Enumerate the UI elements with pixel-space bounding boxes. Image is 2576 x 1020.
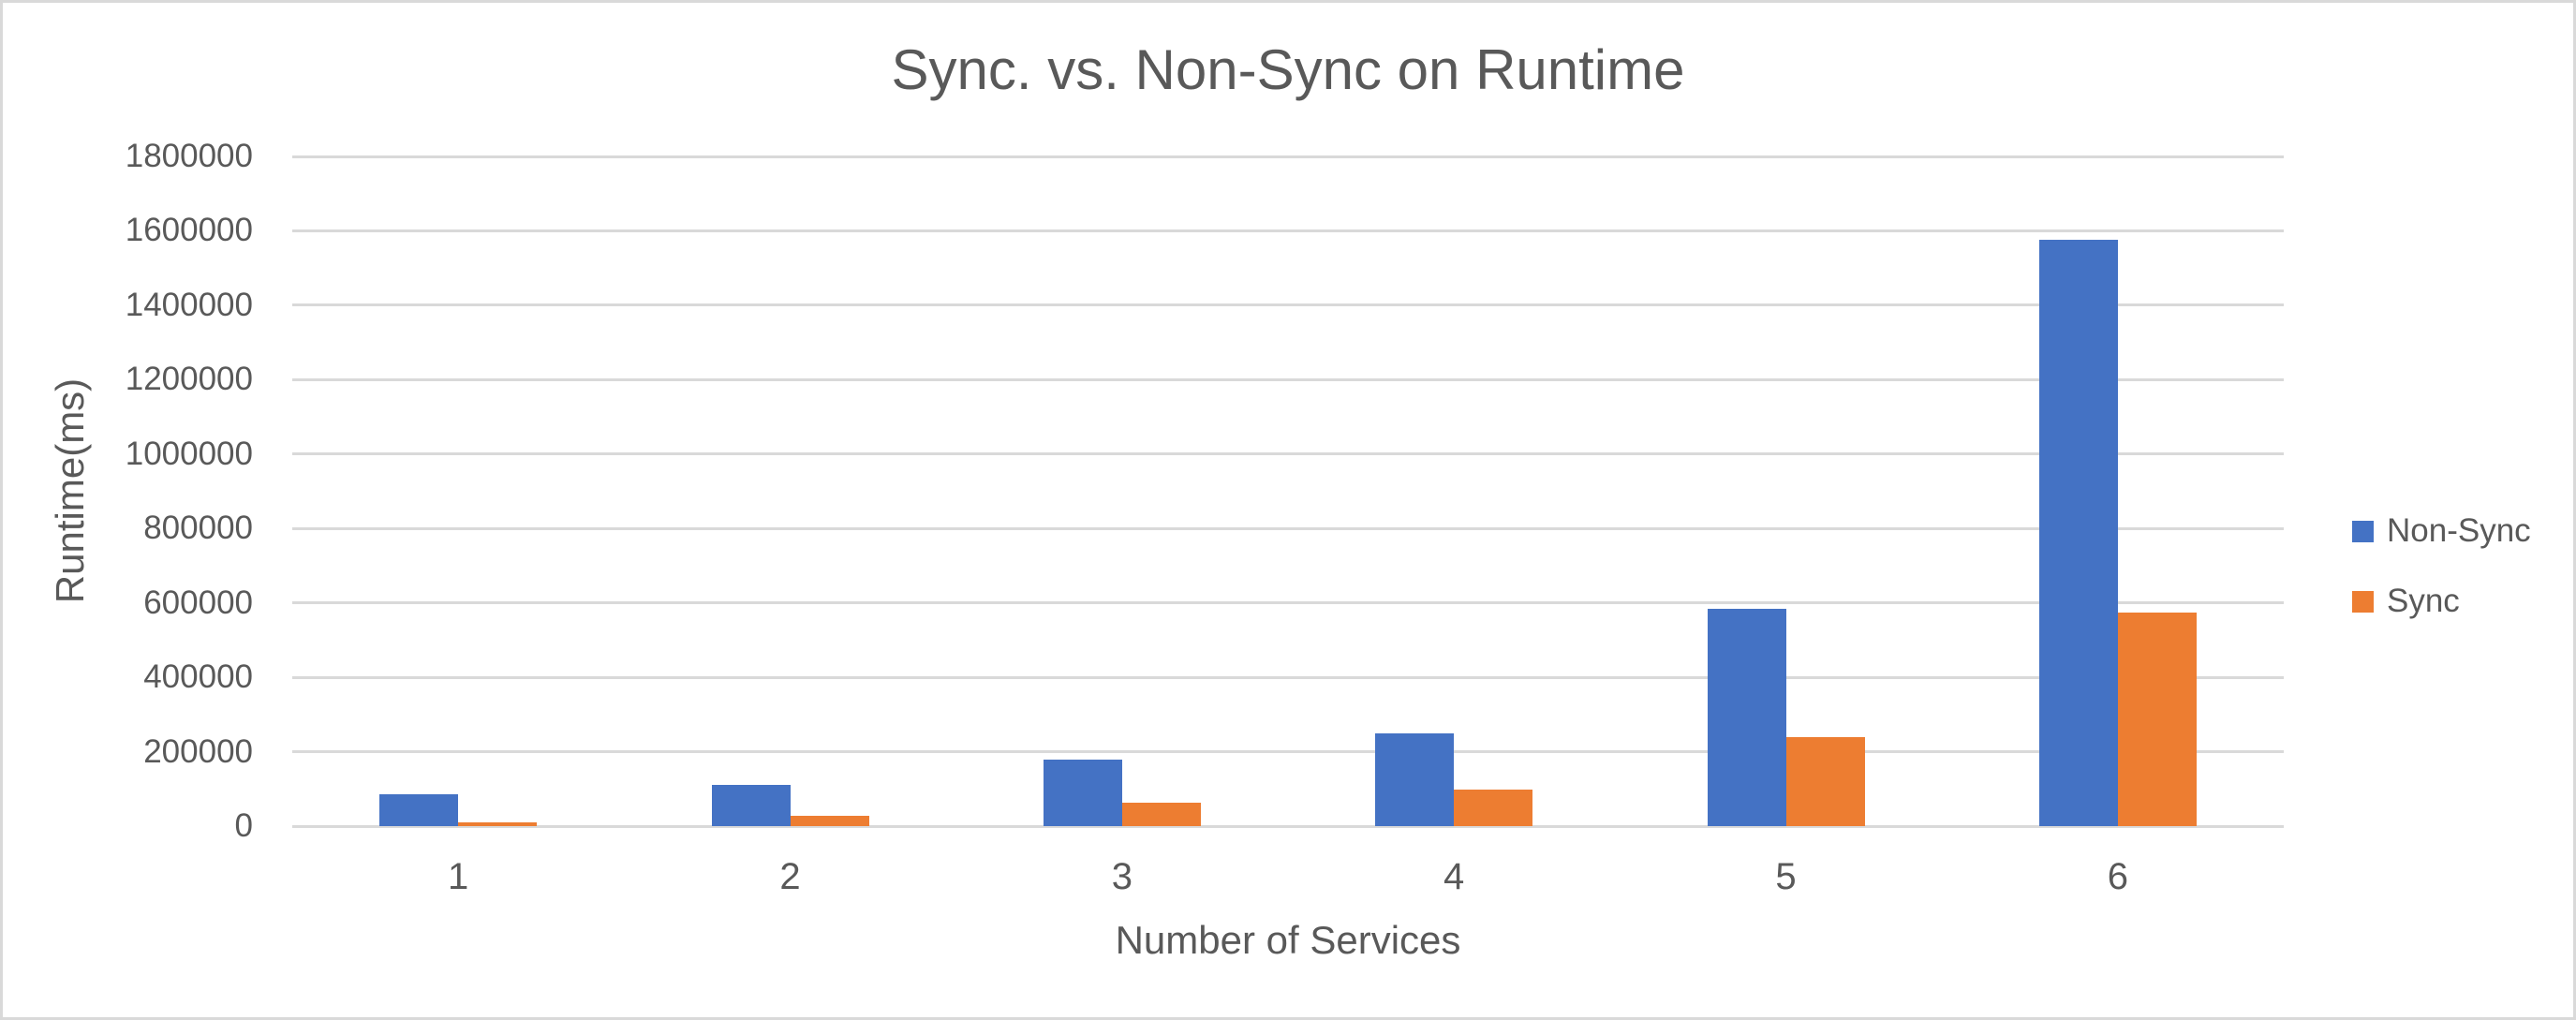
x-category-label: 5 (1775, 856, 1797, 897)
y-tick-label: 0 (234, 807, 253, 844)
y-tick-label: 200000 (143, 732, 253, 770)
chart-title: Sync. vs. Non-Sync on Runtime (891, 38, 1685, 101)
legend-label: Non-Sync (2387, 512, 2531, 549)
gridline (292, 452, 2284, 456)
x-category-label: 3 (1111, 856, 1133, 897)
y-tick-label: 1000000 (125, 435, 253, 472)
x-axis-line (292, 824, 2284, 828)
gridline (292, 377, 2284, 381)
gridline (292, 526, 2284, 530)
y-axis-title: Runtime(ms) (48, 377, 92, 604)
bar-non-sync-4 (1375, 732, 1455, 826)
legend-swatch-sync (2352, 590, 2374, 613)
legend-item-non-sync: Non-Sync (2352, 510, 2531, 552)
y-tick-label: 800000 (143, 510, 253, 547)
bar-sync-5 (1785, 736, 1865, 826)
gridline (292, 601, 2284, 605)
bar-sync-2 (790, 815, 869, 826)
bar-sync-1 (458, 821, 538, 826)
y-tick-label: 1400000 (125, 286, 253, 323)
bar-non-sync-6 (2038, 240, 2118, 826)
bar-sync-4 (1454, 789, 1533, 826)
bar-non-sync-3 (1043, 759, 1122, 826)
x-category-label: 2 (779, 856, 801, 897)
legend-swatch-non-sync (2352, 520, 2374, 542)
x-category-label: 4 (1443, 856, 1465, 897)
gridline (292, 229, 2284, 232)
gridline (292, 750, 2284, 754)
bar-non-sync-1 (379, 794, 459, 826)
bar-non-sync-2 (711, 784, 791, 826)
bar-non-sync-5 (1707, 609, 1786, 826)
legend-label: Sync (2387, 583, 2460, 619)
y-tick-label: 1600000 (125, 212, 253, 249)
gridline (292, 155, 2284, 158)
gridline (292, 303, 2284, 307)
x-category-label: 1 (448, 856, 469, 897)
y-tick-label: 400000 (143, 658, 253, 696)
gridline (292, 675, 2284, 679)
legend-item-sync: Sync (2352, 581, 2460, 622)
bar-sync-6 (2117, 612, 2197, 826)
y-tick-label: 1800000 (125, 138, 253, 174)
x-category-label: 6 (2107, 856, 2128, 897)
y-tick-label: 1200000 (125, 361, 253, 398)
bar-sync-3 (1121, 802, 1201, 826)
y-tick-label: 600000 (143, 584, 253, 621)
x-axis-title: Number of Services (1115, 918, 1461, 962)
